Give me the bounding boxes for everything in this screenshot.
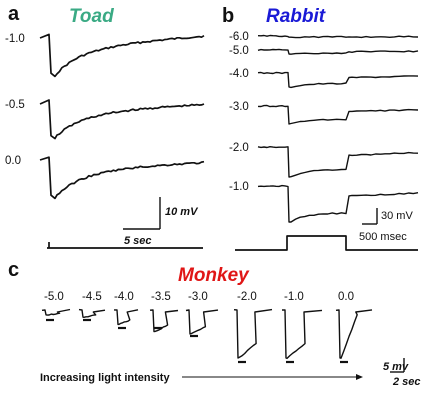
rabbit-trace--3.0 xyxy=(257,104,419,125)
toad-trace--0.5 xyxy=(39,99,205,140)
scalebar-c-v-label: 5 mv xyxy=(383,361,409,373)
rabbit-trace--4.0 xyxy=(257,71,419,89)
toad-trace-0.0 xyxy=(39,156,205,200)
monkey-trace-0.0 xyxy=(335,309,373,359)
monkey-label--3.0: -3.0 xyxy=(188,291,208,303)
stimulus-b xyxy=(235,235,418,251)
scalebar-b-h-label: 500 msec xyxy=(359,231,407,243)
rabbit-trace--1.0 xyxy=(257,184,419,223)
panel-b-letter: b xyxy=(222,5,234,27)
rabbit-label--1.0: -1.0 xyxy=(229,181,249,193)
panel-c-letter: c xyxy=(8,259,19,281)
monkey-label--2.0: -2.0 xyxy=(237,291,257,303)
panel-a-letter: a xyxy=(8,3,20,25)
rabbit-trace--2.0 xyxy=(257,145,419,178)
monkey-label--4.5: -4.5 xyxy=(82,291,102,303)
monkey-trace--5.0 xyxy=(41,308,71,316)
monkey-trace--3.5 xyxy=(149,309,179,333)
scalebar-a-h-label: 5 sec xyxy=(124,235,152,247)
scalebar-b-v-label: 30 mV xyxy=(381,210,413,222)
scalebar-c-h-label: 2 sec xyxy=(392,376,421,388)
intensity-arrowhead xyxy=(356,374,363,380)
monkey-trace--4.0 xyxy=(113,309,139,326)
monkey-label--5.0: -5.0 xyxy=(44,291,64,303)
monkey-trace--1.0 xyxy=(282,309,323,360)
panel-b-title: Rabbit xyxy=(266,6,326,27)
toad-label-0.0: 0.0 xyxy=(5,155,21,167)
monkey-label--3.5: -3.5 xyxy=(151,291,171,303)
rabbit-trace--5.0 xyxy=(257,48,419,55)
toad-trace--1.0 xyxy=(39,33,205,78)
monkey-label--1.0: -1.0 xyxy=(284,291,304,303)
rabbit-label--4.0: -4.0 xyxy=(229,68,249,80)
traces: -1.0 -0.5 0.0 -6.0 -5.0 -4.0 -3.0 -2.0 -1.0 -5.0 -… xyxy=(5,31,419,364)
panel-a-title: Toad xyxy=(69,6,114,27)
monkey-label-0.0: 0.0 xyxy=(338,291,354,303)
toad-label--1.0: -1.0 xyxy=(5,33,25,45)
monkey-trace--3.0 xyxy=(185,309,219,335)
monkey-trace--4.5 xyxy=(78,308,106,318)
rabbit-label--3.0: -3.0 xyxy=(229,101,249,113)
rabbit-label--2.0: -2.0 xyxy=(229,142,249,154)
rabbit-label--5.0: -5.0 xyxy=(229,45,249,57)
toad-label--0.5: -0.5 xyxy=(5,99,25,111)
panel-c-title: Monkey xyxy=(178,265,250,286)
scalebar-a-v-label: 10 mV xyxy=(165,206,199,218)
monkey-label--4.0: -4.0 xyxy=(114,291,134,303)
rabbit-trace--6.0 xyxy=(257,34,419,39)
monkey-trace--2.0 xyxy=(233,308,273,359)
intensity-caption: Increasing light intensity xyxy=(40,372,170,384)
rabbit-label--6.0: -6.0 xyxy=(229,31,249,43)
